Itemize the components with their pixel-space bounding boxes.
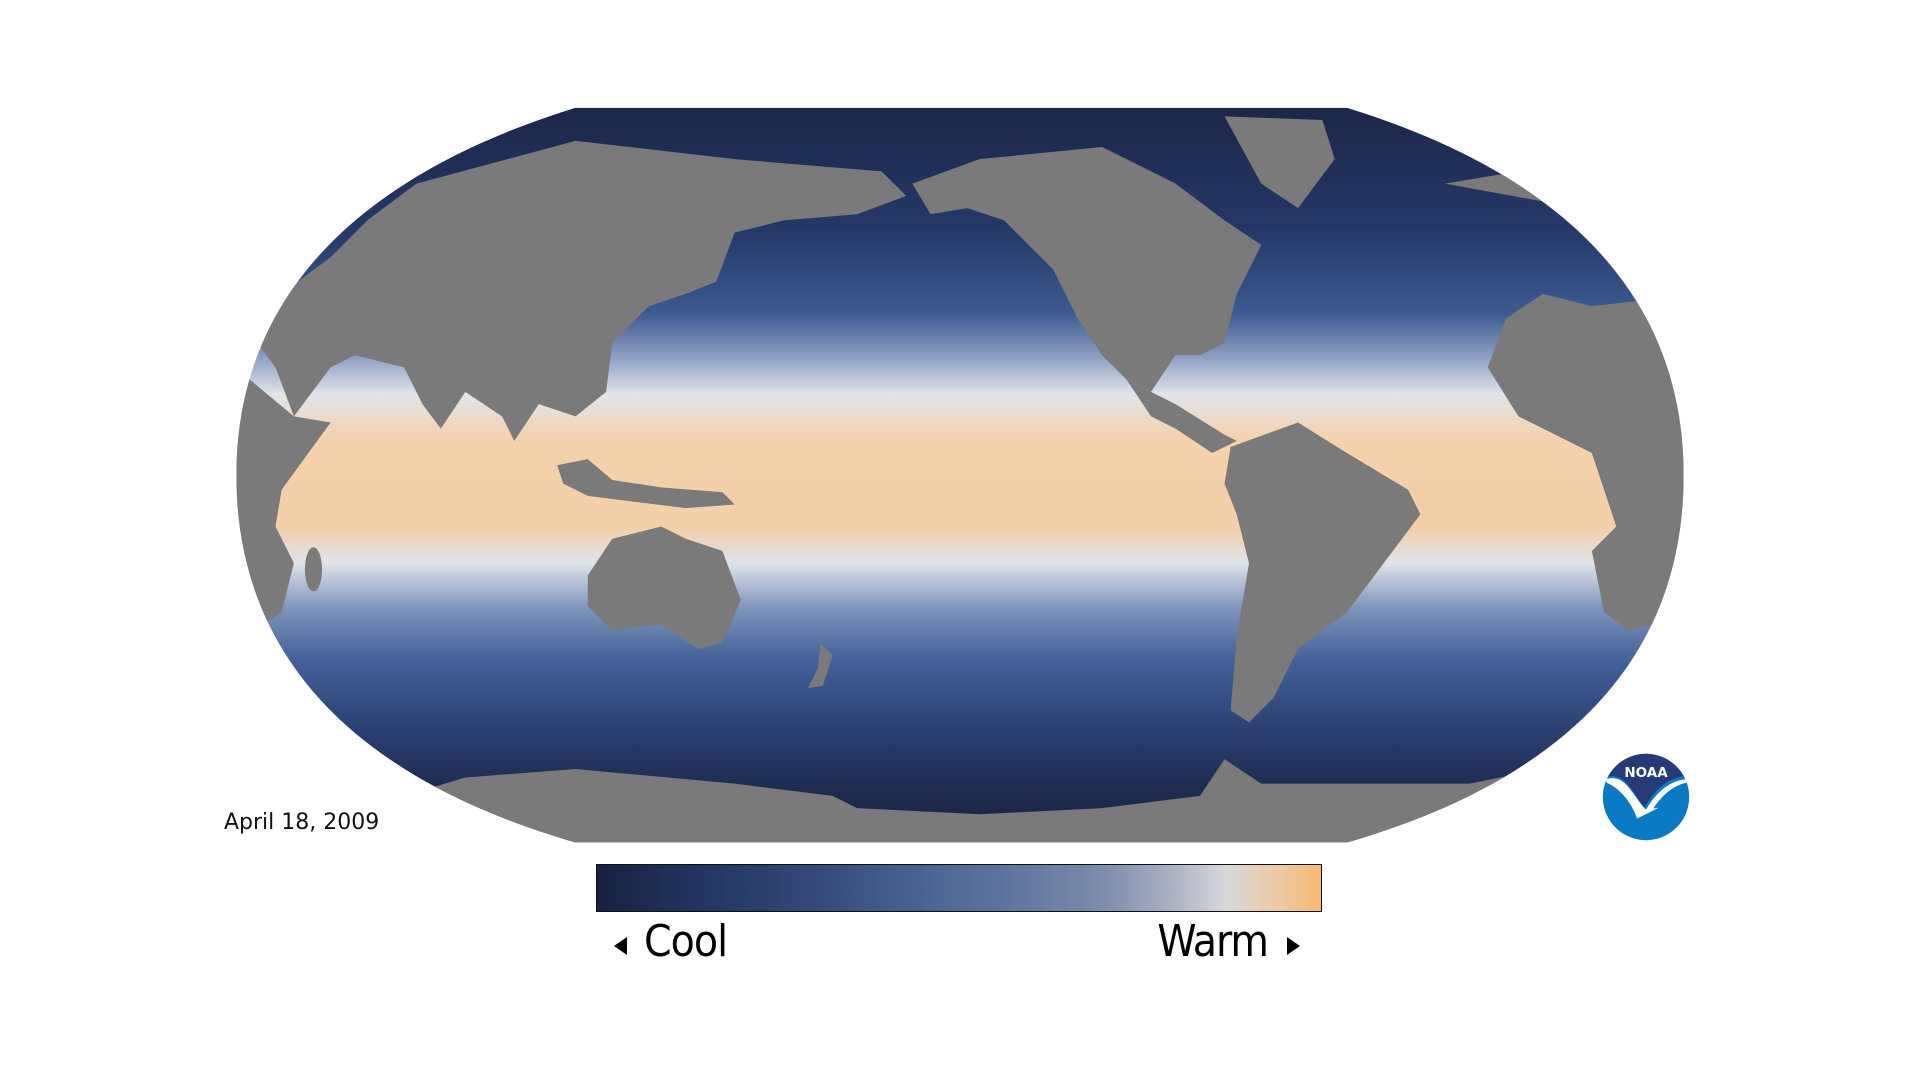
land-eurasia — [257, 140, 907, 441]
date-label: April 18, 2009 — [224, 810, 380, 835]
warm-label: Warm — [1157, 916, 1269, 967]
triangle-left-icon — [614, 937, 627, 955]
land-central-america — [1126, 379, 1237, 454]
land-madagascar — [304, 547, 323, 592]
cool-label: Cool — [644, 916, 728, 967]
land-indonesia — [557, 459, 735, 509]
land-south-america — [1224, 422, 1421, 723]
land-greenland — [1224, 116, 1335, 209]
triangle-right-icon — [1287, 937, 1300, 955]
color-scale-bar — [596, 864, 1322, 912]
land-antarctica — [404, 759, 1629, 843]
land-europe-africa — [1444, 171, 1684, 631]
land-africa-west — [236, 355, 331, 625]
land-north-america — [912, 146, 1262, 392]
noaa-logo: NOAA — [1602, 753, 1690, 841]
land-australia — [587, 526, 741, 649]
land-new-zealand — [808, 642, 833, 689]
noaa-logo-text: NOAA — [1624, 765, 1668, 781]
